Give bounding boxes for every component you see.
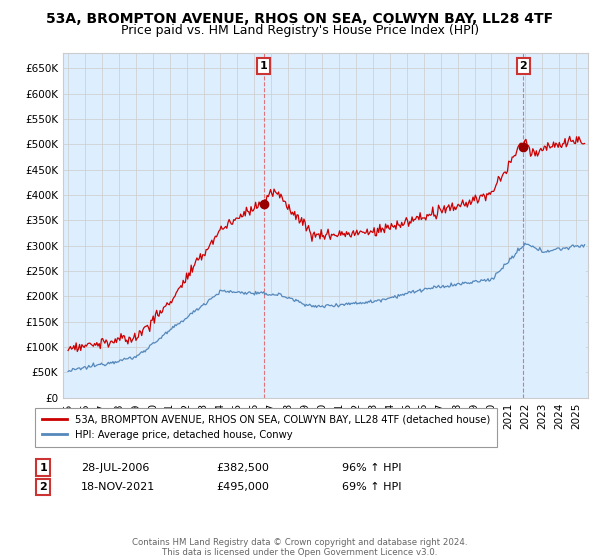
Text: 18-NOV-2021: 18-NOV-2021: [81, 482, 155, 492]
Text: £382,500: £382,500: [216, 463, 269, 473]
Text: £495,000: £495,000: [216, 482, 269, 492]
Legend: 53A, BROMPTON AVENUE, RHOS ON SEA, COLWYN BAY, LL28 4TF (detached house), HPI: A: 53A, BROMPTON AVENUE, RHOS ON SEA, COLWY…: [35, 408, 497, 446]
Text: 1: 1: [260, 61, 268, 71]
Text: 2: 2: [520, 61, 527, 71]
Text: 69% ↑ HPI: 69% ↑ HPI: [342, 482, 401, 492]
Text: 1: 1: [40, 463, 47, 473]
Text: Contains HM Land Registry data © Crown copyright and database right 2024.
This d: Contains HM Land Registry data © Crown c…: [132, 538, 468, 557]
Text: 2: 2: [40, 482, 47, 492]
Text: 53A, BROMPTON AVENUE, RHOS ON SEA, COLWYN BAY, LL28 4TF: 53A, BROMPTON AVENUE, RHOS ON SEA, COLWY…: [46, 12, 554, 26]
Text: 96% ↑ HPI: 96% ↑ HPI: [342, 463, 401, 473]
Text: 28-JUL-2006: 28-JUL-2006: [81, 463, 149, 473]
Text: Price paid vs. HM Land Registry's House Price Index (HPI): Price paid vs. HM Land Registry's House …: [121, 24, 479, 36]
